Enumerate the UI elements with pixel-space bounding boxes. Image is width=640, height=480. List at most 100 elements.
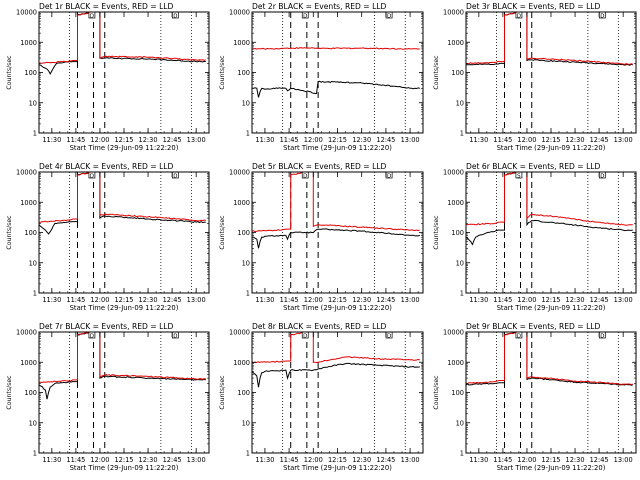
x-axis-label: Start Time (29-Jun-09 11:22:20) (70, 144, 179, 152)
x-tick-label: 11:45 (66, 456, 85, 464)
detector-chart-4: Det 4r BLACK = Events, RED = LLD D D 1 10 100… (6, 162, 210, 312)
x-tick-label: 12:30 (352, 136, 371, 144)
detector-chart-1: Det 1r BLACK = Events, RED = LLD D D 1 10 100… (6, 2, 210, 152)
y-axis-label: Counts/sec (6, 215, 13, 250)
x-tick-label: 11:30 (255, 456, 274, 464)
series-lld (252, 332, 420, 364)
x-axis-label: Start Time (29-Jun-09 11:22:20) (497, 144, 606, 152)
attenuator-marker-label: D (173, 13, 177, 19)
x-axis-label: Start Time (29-Jun-09 11:22:20) (283, 464, 392, 472)
y-axis-label: Counts/sec (6, 375, 13, 410)
y-tick-label: 100 (451, 229, 464, 237)
x-tick-label: 11:45 (280, 456, 299, 464)
x-tick-label: 12:15 (541, 296, 560, 304)
series-events (466, 172, 633, 246)
y-tick-label: 100 (237, 229, 250, 237)
x-tick-label: 11:30 (469, 456, 488, 464)
y-tick-label: 1000 (447, 359, 464, 367)
x-tick-label: 12:30 (139, 296, 158, 304)
y-tick-label: 10 (456, 99, 464, 107)
y-tick-label: 100 (451, 69, 464, 77)
y-tick-label: 1000 (20, 39, 37, 47)
x-tick-label: 12:00 (304, 456, 323, 464)
x-tick-label: 11:30 (42, 296, 61, 304)
detector-chart-6: Det 6r BLACK = Events, RED = LLD S D 1 10 100… (433, 162, 637, 312)
y-tick-label: 1 (460, 450, 464, 458)
x-tick-label: 12:30 (566, 456, 585, 464)
plot-frame (465, 331, 637, 454)
x-tick-label: 12:15 (541, 456, 560, 464)
x-tick-label: 12:00 (90, 456, 109, 464)
series-lld (39, 12, 206, 64)
y-tick-label: 10000 (229, 329, 250, 337)
y-tick-label: 10000 (443, 9, 464, 17)
chart-title: Det 6r BLACK = Events, RED = LLD (466, 162, 601, 171)
y-tick-label: 10 (456, 419, 464, 427)
detector-chart-9: Det 9r BLACK = Events, RED = LLD D D 1 10 100… (433, 322, 637, 472)
y-tick-label: 1 (460, 130, 464, 138)
x-tick-label: 12:30 (139, 456, 158, 464)
x-tick-label: 13:00 (401, 296, 420, 304)
chart-title: Det 2r BLACK = Events, RED = LLD (252, 2, 387, 11)
y-tick-label: 1 (246, 130, 250, 138)
y-tick-label: 1 (33, 290, 37, 298)
x-tick-label: 12:30 (352, 456, 371, 464)
plot-frame (251, 171, 424, 294)
x-tick-label: 11:45 (493, 456, 512, 464)
y-tick-label: 10000 (229, 169, 250, 177)
x-tick-label: 11:30 (469, 296, 488, 304)
x-tick-label: 13:00 (187, 136, 206, 144)
x-tick-label: 12:15 (328, 456, 347, 464)
x-tick-label: 12:30 (566, 296, 585, 304)
series-lld (466, 172, 633, 226)
y-tick-label: 10000 (16, 329, 37, 337)
attenuator-marker-label: D (600, 333, 604, 339)
x-tick-label: 12:00 (517, 296, 536, 304)
series-lld (39, 172, 206, 223)
y-tick-label: 10 (242, 99, 250, 107)
plot-frame (38, 11, 210, 134)
attenuator-marker-label: D (517, 333, 521, 339)
series-events (466, 12, 633, 66)
x-tick-label: 12:15 (114, 456, 133, 464)
chart-title: Det 7r BLACK = Events, RED = LLD (39, 322, 174, 331)
x-tick-label: 11:45 (66, 136, 85, 144)
x-tick-label: 12:45 (590, 456, 609, 464)
x-tick-label: 13:00 (187, 456, 206, 464)
chart-title: Det 9r BLACK = Events, RED = LLD (466, 322, 601, 331)
y-tick-label: 10 (456, 259, 464, 267)
attenuator-marker-label: D (173, 333, 177, 339)
y-axis-label: Counts/sec (6, 55, 13, 90)
y-tick-label: 100 (24, 389, 37, 397)
series-lld (39, 332, 206, 384)
series-lld (252, 47, 420, 50)
y-tick-label: 1000 (233, 39, 250, 47)
plot-frame (38, 171, 210, 294)
plot-frame (465, 11, 637, 134)
y-tick-label: 100 (451, 389, 464, 397)
y-tick-label: 10 (29, 259, 37, 267)
y-tick-label: 1 (33, 450, 37, 458)
x-tick-label: 13:00 (401, 136, 420, 144)
y-tick-label: 1 (33, 130, 37, 138)
chart-title: Det 8r BLACK = Events, RED = LLD (252, 322, 387, 331)
x-tick-label: 12:15 (328, 136, 347, 144)
y-tick-label: 100 (237, 389, 250, 397)
x-tick-label: 12:00 (517, 456, 536, 464)
series-events (466, 332, 633, 386)
series-events (252, 228, 420, 249)
attenuator-marker-label: D (173, 173, 177, 179)
attenuator-marker-label: D (90, 333, 94, 339)
y-axis-label: Counts/sec (219, 55, 226, 90)
y-tick-label: 1 (246, 450, 250, 458)
plot-frame (251, 11, 424, 134)
y-axis-label: Counts/sec (219, 215, 226, 250)
x-tick-label: 12:30 (139, 136, 158, 144)
plot-frame (38, 331, 210, 454)
attenuator-marker-label: D (600, 173, 604, 179)
x-tick-label: 13:00 (614, 296, 633, 304)
x-tick-label: 12:00 (517, 136, 536, 144)
